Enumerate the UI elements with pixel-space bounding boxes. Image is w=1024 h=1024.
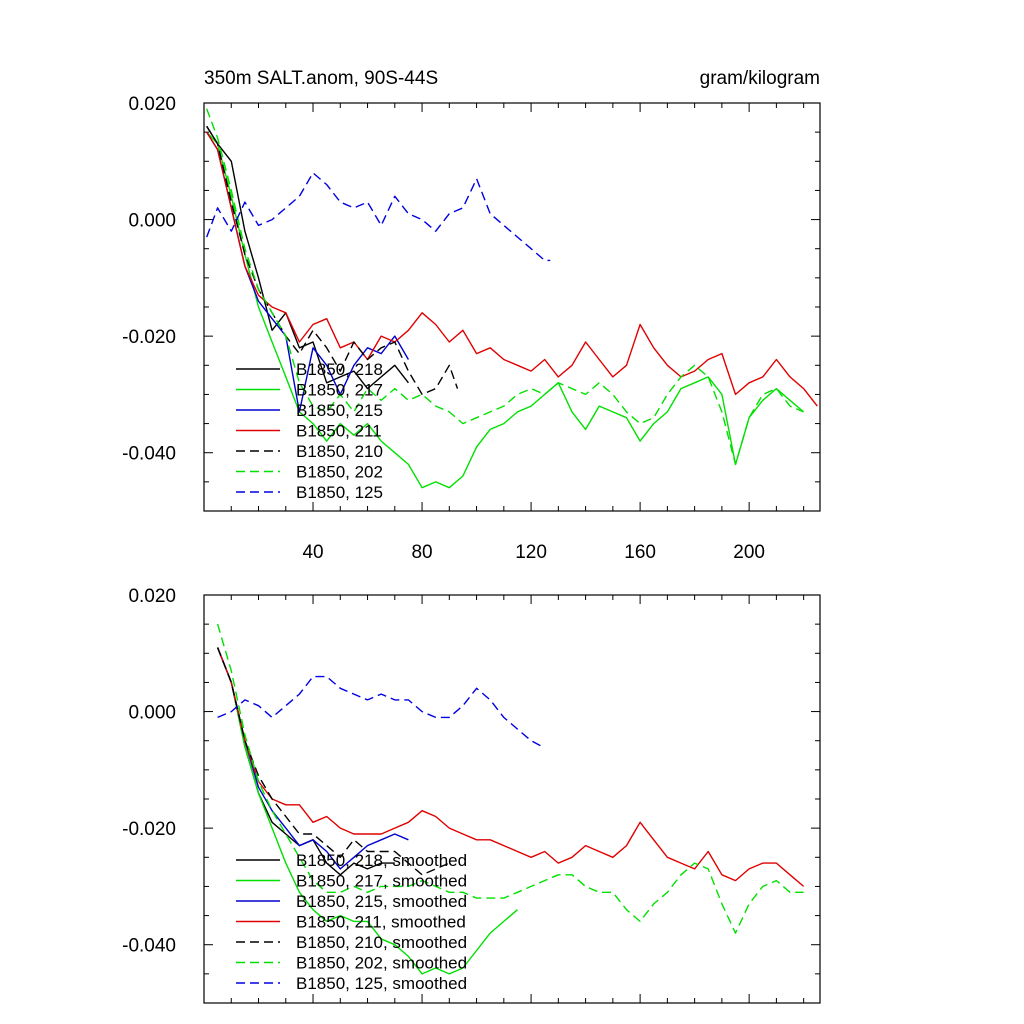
x-tick-label: 40 bbox=[302, 542, 323, 563]
chart-title: 350m SALT.anom, 90S-44S bbox=[204, 68, 438, 89]
x-tick-label: 80 bbox=[411, 542, 432, 563]
series-line bbox=[216, 647, 409, 870]
legend-entry: B1850, 210 bbox=[296, 442, 383, 461]
bottom-panel: 0.020 0.000 -0.020 -0.040 B1850, 218, smooth… bbox=[122, 586, 821, 1004]
series-line bbox=[206, 131, 805, 489]
y-tick-label: -0.040 bbox=[122, 936, 176, 957]
legend-entry: B1850, 211, smoothed bbox=[296, 913, 466, 932]
y-tick-label: -0.040 bbox=[122, 444, 176, 465]
series-group bbox=[216, 623, 805, 975]
legend-entry: B1850, 215, smoothed bbox=[296, 892, 467, 911]
y-tick-label: 0.020 bbox=[128, 94, 176, 115]
top-panel: 0.020 0.000 -0.020 -0.040 40 80 120 160 200 350m … bbox=[122, 68, 821, 563]
x-tick-label: 160 bbox=[624, 542, 656, 563]
legend-entry: B1850, 202, smoothed bbox=[296, 954, 467, 973]
legend-entry: B1850, 210, smoothed bbox=[296, 933, 467, 952]
x-tick-label: 200 bbox=[733, 542, 765, 563]
series-line bbox=[206, 125, 409, 390]
y-tick-label: 0.000 bbox=[128, 703, 176, 724]
legend-entry: B1850, 202 bbox=[296, 463, 383, 482]
x-tick-label: 120 bbox=[515, 542, 547, 563]
y-tick-label: 0.000 bbox=[128, 211, 176, 232]
series-line bbox=[206, 125, 459, 396]
y-tick-label: -0.020 bbox=[122, 819, 176, 840]
y-tick-label: -0.020 bbox=[122, 327, 176, 348]
series-line bbox=[216, 647, 805, 887]
series-line bbox=[206, 108, 804, 466]
legend-entry: B1850, 218 bbox=[296, 360, 383, 379]
series-line bbox=[217, 675, 543, 748]
legend-entry: B1850, 215 bbox=[296, 401, 383, 420]
series-line bbox=[206, 131, 818, 407]
legend-entry: B1850, 125, smoothed bbox=[296, 974, 467, 993]
series-group bbox=[206, 108, 818, 489]
legend-entry: B1850, 211 bbox=[296, 422, 382, 441]
legend-entry: B1850, 217, smoothed bbox=[296, 872, 467, 891]
legend-entry: B1850, 125 bbox=[296, 483, 383, 502]
legend-entry: B1850, 218, smoothed bbox=[296, 851, 467, 870]
series-line bbox=[216, 647, 395, 876]
series-line bbox=[216, 647, 518, 975]
series-line bbox=[216, 647, 450, 876]
series-line bbox=[216, 623, 804, 934]
legend-entry: B1850, 217 bbox=[296, 381, 383, 400]
y-tick-label: 0.020 bbox=[128, 586, 176, 607]
units-label: gram/kilogram bbox=[700, 68, 820, 89]
series-line bbox=[206, 172, 551, 262]
